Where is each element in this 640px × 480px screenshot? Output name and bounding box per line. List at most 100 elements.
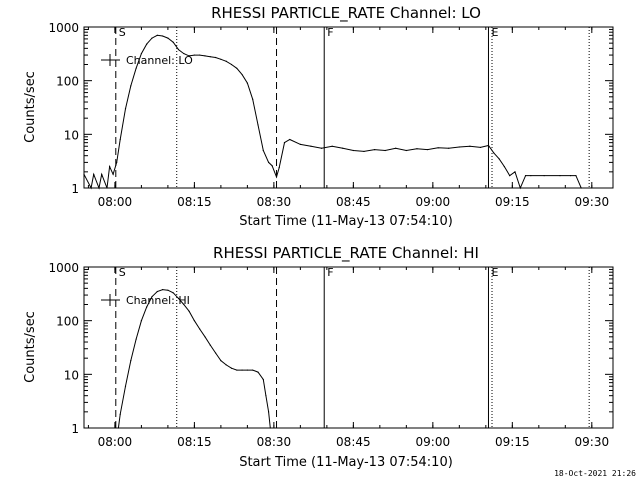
data-point [275, 176, 278, 178]
y-tick-label: 10 [64, 368, 79, 382]
chart-title: RHESSI PARTICLE_RATE Channel: HI [213, 244, 479, 263]
data-point [241, 73, 243, 76]
x-tick-label: 09:15 [495, 435, 530, 449]
x-tick-label: 09:00 [416, 195, 451, 209]
data-point [384, 149, 386, 152]
data-point [405, 149, 407, 152]
data-point [448, 147, 450, 149]
data-point [514, 171, 516, 173]
marker-label: F [327, 26, 333, 39]
data-point [310, 145, 312, 147]
data-point [509, 175, 511, 177]
y-tick-label: 1 [71, 182, 79, 196]
data-point [119, 413, 121, 415]
data-point [83, 173, 85, 175]
data-point [580, 187, 582, 189]
data-point [320, 147, 323, 149]
data-point [209, 56, 211, 58]
data-point [236, 67, 238, 69]
marker-label: S [119, 266, 126, 279]
data-point [98, 187, 100, 189]
data-point [524, 175, 527, 177]
data-point [167, 289, 169, 291]
y-axis-label: Counts/sec [23, 311, 38, 383]
data-point [130, 85, 132, 87]
data-point [241, 369, 243, 371]
data-point [257, 371, 259, 373]
x-tick-label: 08:15 [177, 195, 212, 209]
series-line [117, 289, 271, 429]
chart-panel-lo: RHESSI PARTICLE_RATE Channel: LO Counts/… [23, 4, 614, 229]
data-point [289, 138, 291, 141]
y-tick-label: 100 [56, 75, 79, 89]
x-tick-label: 09:30 [575, 435, 610, 449]
x-tick-label: 08:30 [257, 435, 292, 449]
data-point [116, 161, 118, 163]
plot-frame [83, 26, 614, 189]
data-point [140, 320, 143, 322]
data-point [193, 320, 195, 322]
data-point [172, 41, 174, 43]
data-point [151, 37, 153, 39]
x-tick-label: 09:00 [416, 435, 451, 449]
x-axis-label: Start Time (11-May-13 07:54:10) [239, 455, 453, 470]
data-point [188, 310, 190, 312]
series-line [83, 34, 592, 190]
data-point [167, 37, 169, 39]
data-point [188, 55, 190, 57]
data-point [140, 52, 143, 55]
data-point [151, 296, 153, 298]
data-point [278, 166, 280, 169]
data-point [90, 187, 92, 189]
data-point [246, 82, 248, 84]
data-point [161, 288, 164, 291]
x-tick-label: 08:45 [336, 195, 371, 209]
y-tick-label: 1 [71, 422, 79, 436]
data-point [493, 152, 495, 154]
data-point [530, 175, 532, 177]
data-point [331, 145, 333, 147]
data-point [265, 395, 267, 397]
x-tick-label: 08:00 [98, 435, 133, 449]
data-point [458, 146, 460, 148]
data-point [271, 165, 273, 167]
data-point [135, 67, 137, 69]
data-point [109, 166, 111, 168]
y-tick-label: 1000 [48, 21, 79, 35]
data-point [117, 427, 120, 429]
footer-timestamp: 18-Oct-2021 21:26 [554, 469, 636, 478]
data-point [262, 378, 264, 381]
x-tick-label: 08:00 [98, 195, 133, 209]
data-point [225, 60, 227, 62]
data-point [395, 147, 397, 149]
chart-title: RHESSI PARTICLE_RATE Channel: LO [211, 4, 481, 23]
plot-frame [83, 266, 614, 429]
data-point [193, 54, 195, 56]
data-point [416, 148, 418, 150]
data-point [236, 369, 238, 371]
data-point [230, 367, 233, 369]
data-point [156, 34, 158, 36]
data-point [220, 360, 222, 362]
data-point [183, 52, 185, 55]
y-tick-label: 100 [56, 315, 79, 329]
data-point [352, 149, 354, 152]
data-point [214, 56, 217, 59]
data-point [156, 290, 158, 293]
y-axis-label: Counts/sec [23, 71, 38, 143]
data-point [172, 292, 174, 294]
data-point [101, 173, 103, 175]
x-tick-label: 09:30 [575, 195, 610, 209]
data-point [543, 175, 545, 177]
data-point [177, 48, 180, 51]
data-point [437, 147, 439, 149]
data-point [257, 124, 259, 126]
legend-label: Channel: LO [126, 54, 193, 67]
data-point [373, 148, 376, 151]
data-point [570, 175, 572, 177]
data-point [283, 142, 286, 144]
marker-label: E [491, 26, 498, 39]
data-point [230, 63, 233, 66]
data-point [267, 161, 270, 163]
